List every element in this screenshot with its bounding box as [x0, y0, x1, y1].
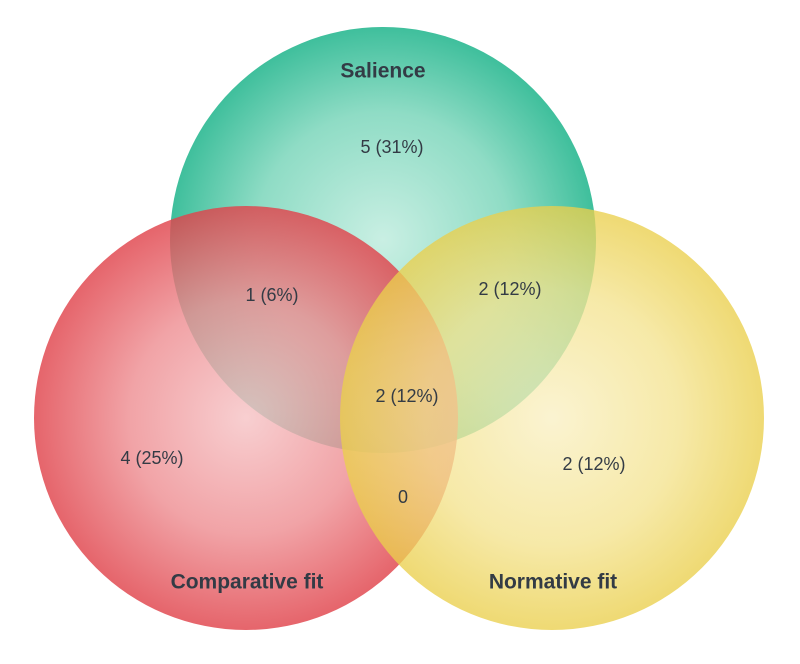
region-label: 5 (31%) [360, 137, 423, 157]
region-label: 2 (12%) [562, 454, 625, 474]
region-label: 4 (25%) [120, 448, 183, 468]
region-label: 0 [398, 487, 408, 507]
set-label: Comparative fit [171, 571, 324, 594]
region-label: 1 (6%) [245, 285, 298, 305]
region-label: 2 (12%) [375, 386, 438, 406]
region-label: 2 (12%) [478, 279, 541, 299]
comparative-fit-circle [34, 206, 458, 630]
set-label: Salience [340, 60, 425, 83]
set-label: Normative fit [489, 571, 617, 594]
normative-fit-circle [340, 206, 764, 630]
